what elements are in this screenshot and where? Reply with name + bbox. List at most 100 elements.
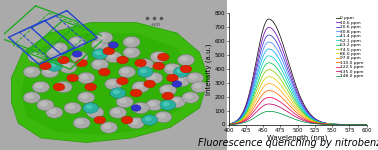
Circle shape: [80, 94, 88, 99]
110.0 ppm: [262, 92, 266, 94]
Circle shape: [194, 83, 202, 88]
Circle shape: [73, 53, 82, 58]
122.5 ppm: [251, 111, 256, 113]
Circle shape: [175, 77, 184, 83]
Circle shape: [26, 68, 34, 74]
135.0 ppm: [251, 114, 256, 116]
20.6 ppm: [330, 123, 335, 125]
0 ppm: [330, 123, 335, 125]
Circle shape: [164, 63, 181, 75]
135.0 ppm: [308, 122, 313, 123]
Polygon shape: [20, 33, 193, 135]
Circle shape: [91, 39, 108, 51]
Circle shape: [107, 80, 116, 86]
Circle shape: [145, 117, 152, 121]
Circle shape: [98, 34, 107, 39]
Circle shape: [139, 61, 147, 66]
148.0 ppm: [262, 111, 266, 113]
Circle shape: [73, 117, 90, 129]
Circle shape: [94, 41, 102, 46]
41.4 ppm: [226, 123, 231, 125]
Circle shape: [108, 42, 118, 48]
135.0 ppm: [364, 124, 369, 125]
63.2 ppm: [364, 124, 369, 125]
Circle shape: [39, 62, 51, 70]
Circle shape: [191, 81, 208, 93]
Circle shape: [105, 51, 122, 63]
135.0 ppm: [289, 113, 294, 115]
97.8 ppm: [364, 124, 369, 125]
110.0 ppm: [308, 120, 313, 122]
0 ppm: [226, 123, 231, 125]
Line: 63.2 ppm: 63.2 ppm: [229, 63, 367, 124]
Line: 122.5 ppm: 122.5 ppm: [229, 98, 367, 124]
Circle shape: [30, 53, 39, 58]
Circle shape: [94, 116, 106, 124]
Circle shape: [132, 102, 149, 114]
86.0 ppm: [226, 123, 231, 125]
0 ppm: [319, 121, 323, 123]
Circle shape: [119, 98, 127, 104]
41.4 ppm: [251, 89, 256, 91]
52.1 ppm: [308, 117, 313, 119]
135.0 ppm: [319, 123, 323, 125]
Circle shape: [48, 49, 57, 54]
41.4 ppm: [319, 122, 323, 123]
X-axis label: Wavelength (nm): Wavelength (nm): [268, 134, 328, 141]
86.0 ppm: [289, 99, 294, 101]
63.2 ppm: [289, 93, 294, 94]
Circle shape: [186, 72, 204, 84]
Line: 74.5 ppm: 74.5 ppm: [229, 70, 367, 124]
148.0 ppm: [319, 123, 323, 125]
Circle shape: [26, 94, 34, 99]
Circle shape: [150, 51, 167, 63]
10.6 ppm: [330, 123, 335, 125]
Circle shape: [92, 49, 108, 59]
10.6 ppm: [251, 80, 256, 81]
Circle shape: [168, 96, 186, 108]
Legend: 0 ppm, 10.6 ppm, 20.6 ppm, 30.8 ppm, 41.4 ppm, 52.1 ppm, 63.2 ppm, 74.5 ppm, 86.: 0 ppm, 10.6 ppm, 20.6 ppm, 30.8 ppm, 41.…: [336, 16, 364, 79]
0 ppm: [266, 18, 271, 20]
86.0 ppm: [308, 119, 313, 121]
Circle shape: [57, 83, 66, 88]
Circle shape: [44, 68, 52, 74]
Circle shape: [98, 68, 110, 76]
20.6 ppm: [226, 123, 231, 125]
Circle shape: [50, 42, 68, 54]
110.0 ppm: [364, 124, 369, 125]
20.6 ppm: [308, 115, 313, 117]
20.6 ppm: [251, 83, 256, 85]
Circle shape: [87, 107, 104, 118]
52.1 ppm: [266, 55, 271, 57]
Circle shape: [72, 51, 82, 57]
Circle shape: [91, 59, 108, 70]
Circle shape: [146, 72, 163, 84]
Line: 30.8 ppm: 30.8 ppm: [229, 42, 367, 124]
41.4 ppm: [308, 116, 313, 118]
148.0 ppm: [289, 117, 294, 119]
Circle shape: [135, 59, 147, 67]
Circle shape: [180, 65, 192, 73]
20.6 ppm: [364, 124, 369, 125]
30.8 ppm: [226, 123, 231, 125]
Y-axis label: Intensity (a.u.): Intensity (a.u.): [205, 43, 212, 95]
Circle shape: [96, 32, 113, 43]
148.0 ppm: [308, 122, 313, 124]
Circle shape: [136, 59, 154, 70]
Circle shape: [110, 88, 126, 98]
Circle shape: [127, 117, 145, 129]
52.1 ppm: [289, 89, 294, 91]
63.2 ppm: [226, 123, 231, 125]
Circle shape: [85, 83, 97, 91]
30.8 ppm: [251, 86, 256, 88]
Circle shape: [153, 53, 161, 58]
Circle shape: [153, 62, 165, 70]
Circle shape: [159, 84, 177, 96]
63.2 ppm: [251, 96, 256, 97]
148.0 ppm: [251, 118, 256, 119]
135.0 ppm: [266, 103, 271, 105]
86.0 ppm: [319, 122, 323, 124]
0 ppm: [262, 25, 266, 27]
Circle shape: [48, 109, 57, 114]
Circle shape: [80, 74, 88, 80]
